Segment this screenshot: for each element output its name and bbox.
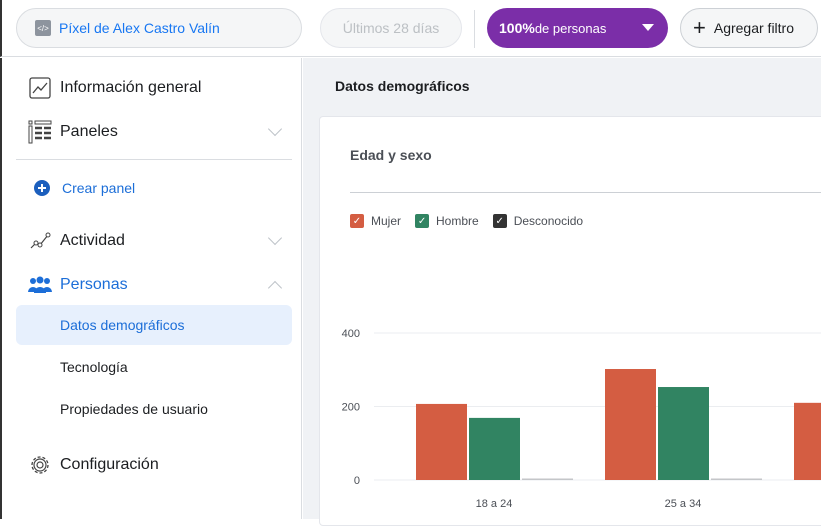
main-content: Datos demográficos Edad y sexo ✓ Mujer ✓ H…	[303, 58, 821, 526]
sidebar: Información general Paneles Crear panel …	[0, 58, 302, 519]
legend-mujer[interactable]: ✓ Mujer	[350, 214, 401, 228]
chevron-up-icon[interactable]	[267, 280, 283, 296]
pixel-selector[interactable]: </> Píxel de Alex Castro Valín	[16, 8, 302, 48]
sidebar-subitem-label: Tecnología	[60, 359, 128, 375]
bar-mujer	[416, 403, 467, 480]
audience-label: de personas	[534, 20, 607, 36]
audience-percent: 100%	[499, 20, 535, 36]
chevron-down-icon[interactable]	[267, 230, 283, 246]
bar-hombre	[658, 387, 709, 480]
checkbox-icon[interactable]: ✓	[415, 214, 430, 228]
page-title: Datos demográficos	[335, 78, 470, 94]
bar-mujer	[605, 369, 656, 480]
card-title: Edad y sexo	[350, 147, 432, 163]
bar-desconocido	[711, 478, 762, 480]
sidebar-item-overview[interactable]: Información general	[28, 76, 292, 100]
sidebar-item-label: Actividad	[60, 232, 125, 249]
date-range-label: Últimos 28 días	[342, 20, 440, 36]
people-icon	[28, 273, 52, 297]
line-chart-icon	[28, 76, 52, 100]
sidebar-subitem-technology[interactable]: Tecnología	[16, 347, 292, 387]
checkbox-icon[interactable]: ✓	[492, 214, 507, 228]
legend-label: Hombre	[436, 214, 479, 228]
plus-circle-icon	[30, 176, 54, 200]
x-tick-label: 25 a 34	[665, 498, 702, 510]
add-filter-label: Agregar filtro	[713, 20, 795, 36]
bar-desconocido	[522, 478, 573, 480]
bar-mujer	[794, 402, 821, 480]
legend-hombre[interactable]: ✓ Hombre	[415, 214, 479, 228]
plus-icon: +	[693, 15, 706, 40]
bar-chart: 0 200 400 18 a 24 25 a 34	[342, 328, 821, 510]
y-tick-label: 400	[342, 328, 360, 340]
x-tick-label: 18 a 24	[476, 498, 513, 510]
sidebar-item-activity[interactable]: Actividad	[28, 229, 292, 253]
divider	[474, 10, 475, 48]
sidebar-subitem-user-properties[interactable]: Propiedades de usuario	[16, 389, 292, 429]
divider	[350, 192, 821, 193]
sidebar-subitem-demographics[interactable]: Datos demográficos	[16, 305, 292, 345]
code-icon: </>	[35, 20, 51, 36]
date-range-button[interactable]: Últimos 28 días	[320, 8, 462, 48]
sidebar-item-settings[interactable]: Configuración	[28, 453, 292, 477]
create-panel-label: Crear panel	[62, 180, 136, 196]
sidebar-subitem-label: Datos demográficos	[60, 317, 185, 333]
checkbox-icon[interactable]: ✓	[350, 214, 364, 228]
caret-down-icon	[642, 24, 654, 31]
divider	[16, 159, 292, 160]
bar-hombre	[469, 417, 520, 480]
sidebar-item-label: Paneles	[60, 123, 118, 140]
add-filter-button[interactable]: + Agregar filtro	[680, 8, 818, 48]
sidebar-item-people[interactable]: Personas	[28, 273, 292, 297]
table-icon	[28, 120, 52, 144]
y-tick-label: 200	[342, 402, 360, 414]
legend-label: Desconocido	[513, 214, 584, 228]
chevron-down-icon[interactable]	[267, 121, 283, 137]
pixel-label: Píxel de Alex Castro Valín	[59, 20, 220, 36]
top-bar: </> Píxel de Alex Castro Valín Últimos 28…	[0, 0, 821, 57]
gear-icon	[28, 453, 52, 477]
create-panel-link[interactable]: Crear panel	[30, 176, 294, 200]
sidebar-item-label: Información general	[60, 79, 202, 96]
sidebar-item-panels[interactable]: Paneles	[28, 120, 292, 144]
legend-label: Mujer	[371, 214, 402, 228]
age-gender-card: Edad y sexo ✓ Mujer ✓ Hombre ✓ Desconocido …	[319, 116, 821, 526]
sidebar-item-label: Configuración	[60, 456, 159, 473]
chart-legend: ✓ Mujer ✓ Hombre ✓ Desconocido	[350, 214, 583, 228]
y-tick-label: 0	[354, 475, 360, 487]
sidebar-subitem-label: Propiedades de usuario	[60, 401, 208, 417]
legend-desconocido[interactable]: ✓ Desconocido	[492, 214, 584, 228]
activity-icon	[28, 229, 52, 253]
sidebar-item-label: Personas	[60, 276, 128, 293]
audience-dropdown[interactable]: 100% de personas	[487, 8, 668, 48]
